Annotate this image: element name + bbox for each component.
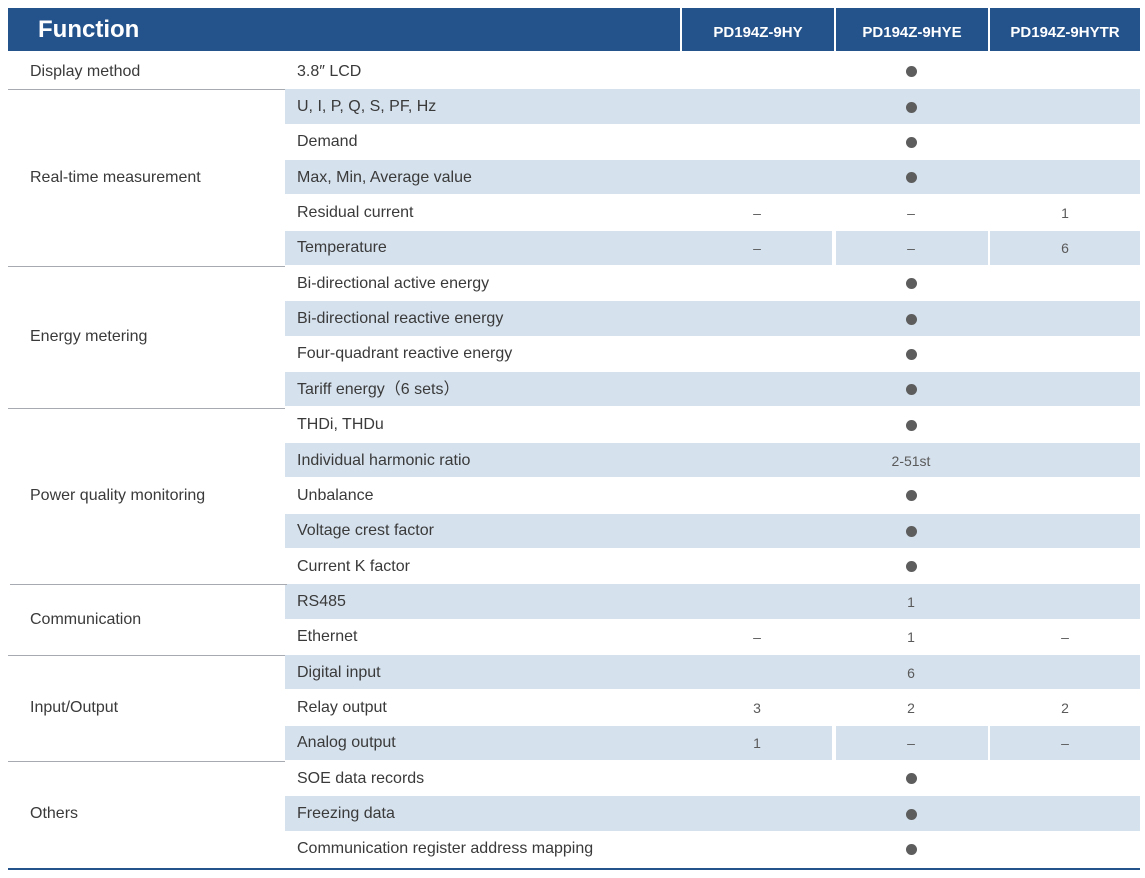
value-cell: 2 — [1061, 699, 1069, 716]
row-band — [285, 230, 832, 266]
value-cell: 1 — [753, 735, 761, 752]
value-cell: 1 — [1061, 205, 1069, 222]
group-divider — [8, 407, 285, 409]
value-cell: 2-51st — [891, 452, 931, 469]
value-cell: 1 — [907, 593, 915, 610]
value-cell: – — [907, 240, 915, 257]
feature-label: Tariff energy（6 sets） — [297, 380, 460, 398]
supported-dot-icon — [905, 808, 917, 820]
supported-dot-icon — [905, 348, 917, 360]
value-cell: – — [1061, 735, 1069, 752]
supported-dot-icon — [905, 136, 917, 148]
feature-label: Bi-directional active energy — [297, 274, 490, 292]
feature-label: Communication register address mapping — [297, 840, 594, 858]
row-band — [285, 160, 1140, 195]
row-band — [990, 725, 1140, 760]
value-cell: 6 — [1061, 240, 1069, 257]
supported-dot-icon — [905, 773, 917, 785]
feature-label: Individual harmonic ratio — [297, 451, 471, 469]
feature-label: RS485 — [297, 592, 346, 610]
row-band — [285, 654, 1140, 690]
row-band — [285, 372, 1140, 407]
group-divider — [8, 266, 285, 268]
value-cell: – — [753, 205, 761, 222]
supported-dot-icon — [905, 101, 917, 113]
header-model-2: PD194Z-9HYE — [836, 8, 988, 51]
header-model-3: PD194Z-9HYTR — [990, 8, 1140, 51]
value-cell: – — [753, 629, 761, 646]
group-divider — [8, 761, 285, 762]
row-band — [285, 584, 1140, 619]
supported-dot-icon — [905, 278, 917, 290]
group-divider — [10, 584, 287, 586]
feature-label: 3.8″ LCD — [297, 62, 362, 80]
supported-dot-icon — [905, 313, 917, 325]
value-cell: 3 — [753, 699, 761, 716]
feature-label: Relay output — [297, 698, 387, 716]
supported-dot-icon — [905, 419, 917, 431]
supported-dot-icon — [905, 490, 917, 502]
feature-label: Voltage crest factor — [297, 522, 434, 540]
header-function-cell: Function — [8, 8, 680, 51]
supported-dot-icon — [905, 525, 917, 537]
feature-label: Analog output — [297, 734, 396, 752]
group-divider — [8, 654, 285, 656]
feature-label: Four-quadrant reactive energy — [297, 345, 513, 363]
group-divider — [8, 89, 285, 91]
feature-label: Bi-directional reactive energy — [297, 310, 504, 328]
group-label: Energy metering — [30, 327, 148, 345]
feature-label: Ethernet — [297, 628, 358, 646]
value-cell: 2 — [907, 699, 915, 716]
supported-dot-icon — [905, 66, 917, 78]
value-cell: – — [907, 205, 915, 222]
table-bottom-rule — [8, 868, 1140, 871]
group-label: Communication — [30, 610, 142, 628]
group-label: Input/Output — [30, 698, 119, 716]
row-band — [285, 513, 1140, 548]
header-model-1: PD194Z-9HY — [682, 8, 834, 51]
value-cell: 6 — [907, 664, 915, 681]
row-band — [990, 230, 1140, 266]
feature-label: Demand — [297, 133, 358, 151]
row-band — [285, 796, 1140, 831]
feature-label: Residual current — [297, 204, 414, 222]
feature-label: Unbalance — [297, 486, 374, 504]
group-label: Display method — [30, 62, 141, 80]
feature-label: Digital input — [297, 663, 381, 681]
row-band — [285, 301, 1140, 336]
value-cell: – — [1061, 629, 1069, 646]
supported-dot-icon — [905, 561, 917, 573]
group-label: Others — [30, 805, 79, 823]
feature-label: Max, Min, Average value — [297, 168, 472, 186]
row-band — [285, 89, 1140, 124]
group-label: Power quality monitoring — [30, 486, 206, 504]
value-cell: – — [907, 735, 915, 752]
row-band — [285, 725, 832, 760]
group-label: Real-time measurement — [30, 168, 201, 186]
feature-label: U, I, P, Q, S, PF, Hz — [297, 98, 437, 116]
value-cell: – — [753, 240, 761, 257]
feature-label: Freezing data — [297, 805, 395, 823]
supported-dot-icon — [905, 172, 917, 184]
feature-label: Temperature — [297, 239, 387, 257]
row-band — [836, 725, 988, 760]
supported-dot-icon — [905, 384, 917, 396]
feature-label: THDi, THDu — [297, 416, 384, 434]
feature-label: SOE data records — [297, 769, 425, 787]
row-band — [836, 230, 988, 266]
feature-label: Current K factor — [297, 557, 410, 575]
supported-dot-icon — [905, 843, 917, 855]
row-band — [285, 442, 1140, 478]
value-cell: 1 — [907, 629, 915, 646]
